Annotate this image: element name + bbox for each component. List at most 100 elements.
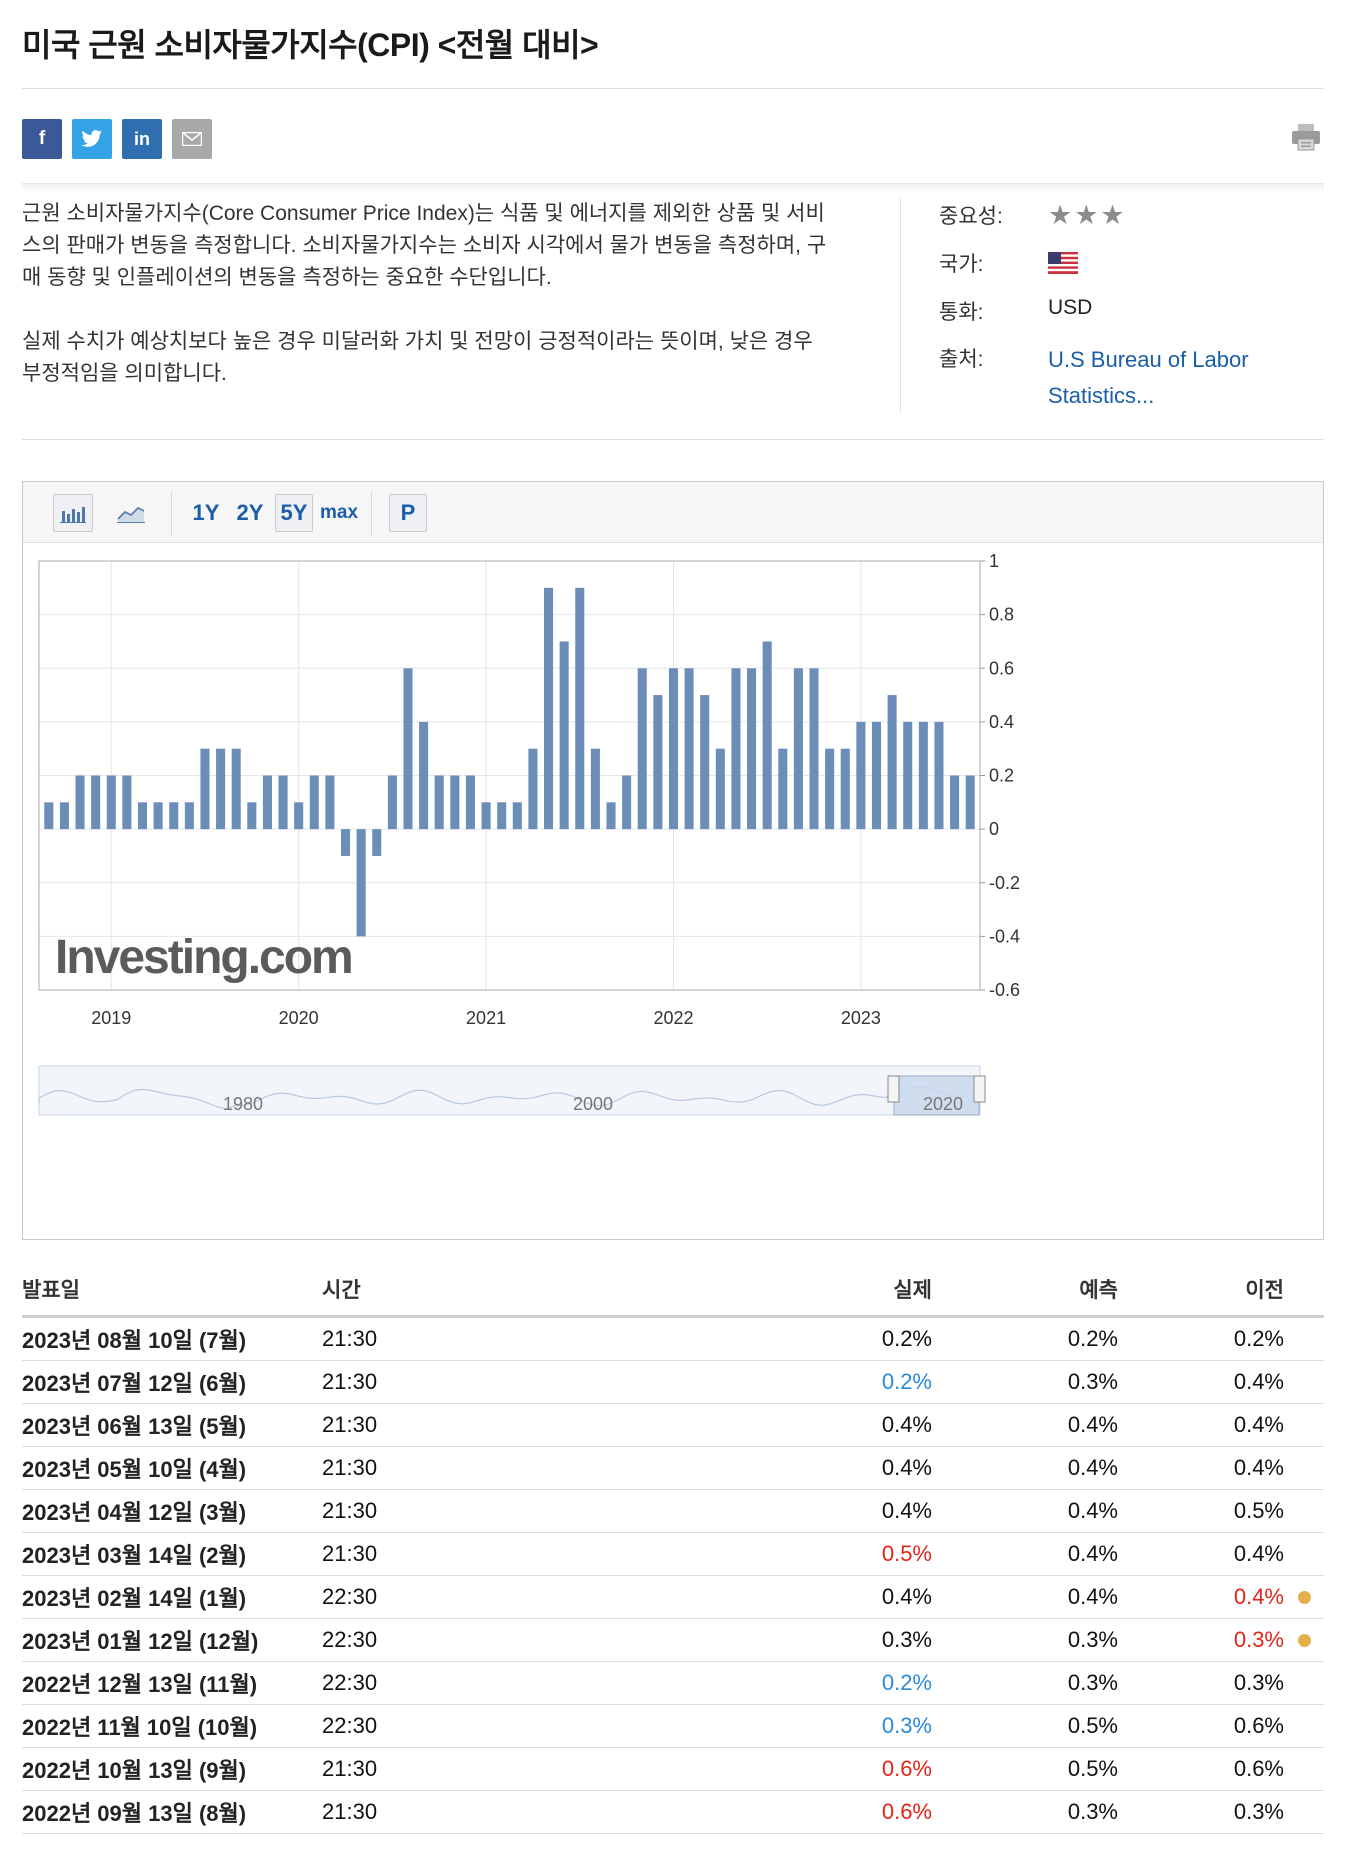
- chart-bar[interactable]: [137, 802, 148, 830]
- chart-bar[interactable]: [200, 748, 210, 830]
- chart-bar[interactable]: [356, 829, 366, 937]
- y-tick-label: 0.4: [989, 712, 1014, 732]
- row-revised-cell: [1284, 1532, 1324, 1576]
- table-row: 2022년 12월 13일 (11월) 22:30 0.2% 0.3% 0.3%: [22, 1661, 1324, 1705]
- chart-bar[interactable]: [887, 695, 897, 830]
- facebook-share-button[interactable]: f: [22, 119, 62, 159]
- chart-bar[interactable]: [262, 775, 272, 830]
- range-1y-button[interactable]: 1Y: [192, 500, 220, 525]
- row-previous: 0.3%: [1118, 1618, 1284, 1662]
- row-forecast: 0.4%: [932, 1403, 1118, 1447]
- info-divider: [900, 197, 901, 412]
- header-release-date[interactable]: 발표일: [22, 1263, 322, 1318]
- chart-bar[interactable]: [59, 802, 69, 830]
- chart-bar[interactable]: [856, 721, 866, 830]
- chart-bar[interactable]: [747, 668, 757, 830]
- chart-bar[interactable]: [934, 721, 944, 830]
- header-time[interactable]: 시간: [322, 1263, 542, 1318]
- revised-indicator-icon[interactable]: [1297, 1591, 1311, 1604]
- navigator-selection[interactable]: [893, 1075, 980, 1116]
- chart-bar[interactable]: [840, 748, 850, 830]
- chart-bar[interactable]: [715, 748, 725, 830]
- chart-bar[interactable]: [169, 802, 179, 830]
- chart-bar[interactable]: [809, 668, 819, 830]
- chart-bar[interactable]: [762, 641, 772, 830]
- chart-bar[interactable]: [918, 721, 928, 830]
- chart-bar[interactable]: [684, 668, 694, 830]
- twitter-share-button[interactable]: [72, 119, 112, 159]
- chart-bar[interactable]: [44, 802, 54, 830]
- bar-chart-toggle-button[interactable]: [53, 494, 93, 532]
- range-max-button[interactable]: max: [319, 502, 359, 523]
- email-share-button[interactable]: [172, 119, 212, 159]
- range-2y-button[interactable]: 2Y: [236, 500, 264, 525]
- chart-bar[interactable]: [106, 775, 116, 830]
- navigator-left-handle[interactable]: [887, 1075, 900, 1103]
- range-5y-button[interactable]: 5Y: [275, 494, 313, 532]
- chart-bar[interactable]: [793, 668, 803, 830]
- chart-bar[interactable]: [528, 748, 538, 830]
- p-button[interactable]: P: [389, 494, 427, 532]
- currency-label: 통화:: [939, 301, 984, 324]
- row-date: 2023년 07월 12일 (6월): [22, 1360, 322, 1404]
- chart-bar[interactable]: [622, 775, 632, 830]
- chart-bar[interactable]: [372, 829, 382, 856]
- chart-bar[interactable]: [481, 802, 491, 830]
- chart-bar[interactable]: [606, 802, 616, 830]
- chart-bar[interactable]: [434, 775, 444, 830]
- chart-bar[interactable]: [122, 775, 132, 830]
- chart-bar[interactable]: [309, 775, 319, 830]
- chart-bar[interactable]: [871, 721, 882, 830]
- chart-panel: 1Y 2Y 5Y max P 1 0.8 0.6 0.4 0.2 0 -0.2 -0.4 -0.…: [22, 481, 1324, 1240]
- row-previous: 0.6%: [1118, 1704, 1284, 1748]
- chart-bar[interactable]: [91, 775, 101, 830]
- table-header-row: 발표일 시간 실제 예측 이전: [22, 1263, 1324, 1318]
- line-chart-toggle-button[interactable]: [111, 494, 151, 532]
- header-previous[interactable]: 이전: [1118, 1263, 1284, 1318]
- chart-bar[interactable]: [668, 668, 679, 830]
- chart-bar[interactable]: [216, 748, 226, 830]
- navigator-track[interactable]: [38, 1065, 981, 1116]
- chart-bar[interactable]: [825, 748, 835, 830]
- linkedin-icon: in: [134, 128, 150, 149]
- chart-bar[interactable]: [590, 748, 600, 830]
- chart-bar[interactable]: [419, 721, 429, 830]
- chart-bar[interactable]: [653, 695, 663, 830]
- chart-bar[interactable]: [387, 775, 397, 830]
- chart-bar[interactable]: [75, 775, 85, 830]
- chart-bar[interactable]: [637, 668, 647, 830]
- navigator-right-handle[interactable]: [973, 1075, 986, 1103]
- source-label: 출처:: [939, 348, 984, 371]
- chart-bar[interactable]: [950, 775, 960, 830]
- chart-bar[interactable]: [325, 775, 335, 830]
- linkedin-share-button[interactable]: in: [122, 119, 162, 159]
- chart-bar[interactable]: [450, 775, 460, 830]
- row-date: 2023년 05월 10일 (4월): [22, 1446, 322, 1490]
- header-forecast[interactable]: 예측: [932, 1263, 1118, 1318]
- chart-bar[interactable]: [465, 775, 475, 830]
- chart-bar[interactable]: [278, 775, 288, 830]
- print-icon[interactable]: [1290, 121, 1322, 153]
- chart-bar[interactable]: [184, 802, 194, 830]
- chart-bar[interactable]: [903, 721, 913, 830]
- row-time: 21:30: [322, 1446, 542, 1490]
- chart-bar[interactable]: [559, 641, 569, 830]
- chart-bar[interactable]: [294, 802, 304, 830]
- chart-bar[interactable]: [231, 748, 241, 830]
- source-link[interactable]: U.S Bureau of Labor Statistics...: [1048, 347, 1249, 408]
- chart-bar[interactable]: [497, 802, 507, 830]
- chart-bar[interactable]: [965, 775, 975, 830]
- chart-bar[interactable]: [731, 668, 741, 830]
- table-row: 2023년 03월 14일 (2월) 21:30 0.5% 0.4% 0.4%: [22, 1532, 1324, 1576]
- header-actual[interactable]: 실제: [542, 1263, 932, 1318]
- chart-bar[interactable]: [340, 829, 351, 856]
- chart-bar[interactable]: [575, 587, 585, 830]
- revised-indicator-icon[interactable]: [1297, 1634, 1311, 1647]
- chart-bar[interactable]: [247, 802, 257, 830]
- chart-bar[interactable]: [403, 668, 413, 830]
- chart-bar[interactable]: [153, 802, 163, 830]
- chart-bar[interactable]: [700, 695, 710, 830]
- chart-bar[interactable]: [778, 748, 788, 830]
- chart-bar[interactable]: [544, 587, 554, 830]
- chart-bar[interactable]: [512, 802, 522, 830]
